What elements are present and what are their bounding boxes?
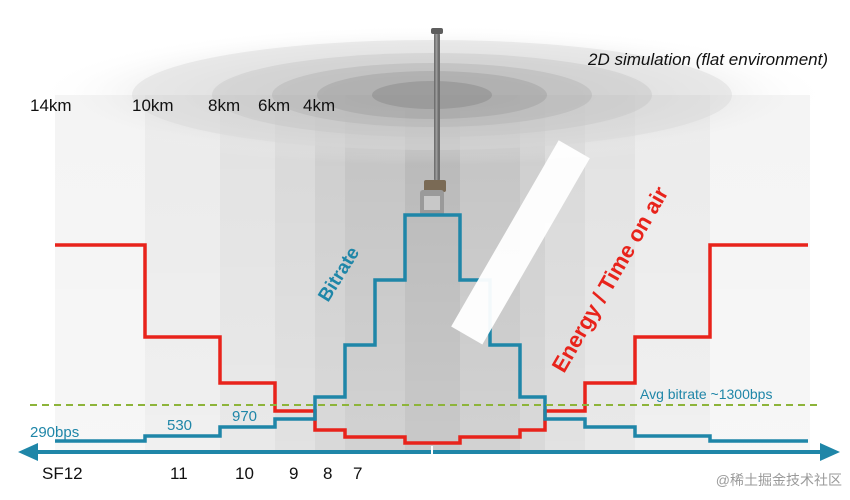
range-rings bbox=[32, 25, 832, 165]
avg-bitrate-label: Avg bitrate ~1300bps bbox=[640, 386, 772, 402]
distance-label: 14km bbox=[30, 96, 72, 115]
sf-label: SF12 bbox=[42, 464, 83, 483]
sf-label: 8 bbox=[323, 464, 332, 483]
sf-label: 10 bbox=[235, 464, 254, 483]
double-arrow-icon bbox=[18, 443, 840, 461]
bitrate-value-label: 530 bbox=[167, 417, 192, 434]
distance-label: 10km bbox=[132, 96, 174, 115]
diagram-title: 2D simulation (flat environment) bbox=[587, 50, 828, 69]
watermark: @稀土掘金技术社区 bbox=[716, 472, 842, 488]
bitrate-value-label: 290bps bbox=[30, 424, 79, 441]
spreading-factor-labels: SF12 11 10 9 8 7 bbox=[42, 464, 362, 483]
distance-label: 8km bbox=[208, 96, 240, 115]
energy-curve bbox=[55, 243, 808, 445]
distance-label: 4km bbox=[303, 96, 335, 115]
sf-label: 7 bbox=[353, 464, 362, 483]
bitrate-value-label: 970 bbox=[232, 408, 257, 425]
sf-label: 11 bbox=[170, 464, 188, 483]
sf-label: 9 bbox=[289, 464, 298, 483]
antenna-icon bbox=[420, 28, 446, 216]
distance-label: 6km bbox=[258, 96, 290, 115]
distance-labels: 14km 10km 8km 6km 4km bbox=[30, 96, 335, 115]
bitrate-curve bbox=[55, 213, 808, 443]
